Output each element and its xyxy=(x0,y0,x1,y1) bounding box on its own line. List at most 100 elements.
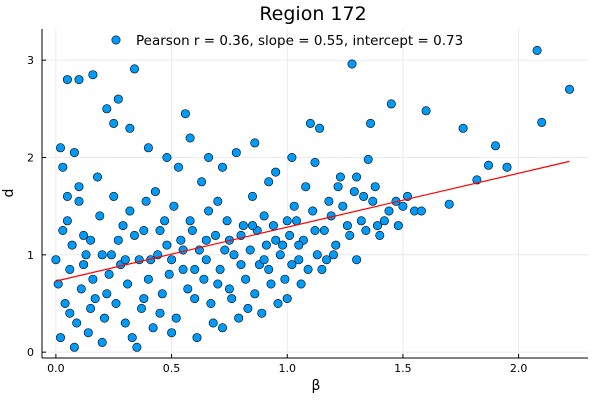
data-point xyxy=(259,255,269,265)
x-tick-label: 2.0 xyxy=(510,362,528,375)
data-point xyxy=(157,289,167,299)
data-point xyxy=(361,226,371,236)
data-point xyxy=(236,260,246,270)
data-point xyxy=(187,226,197,236)
data-point xyxy=(213,279,223,289)
data-point xyxy=(564,84,574,94)
data-point xyxy=(257,308,267,318)
data-point xyxy=(76,284,86,294)
data-point xyxy=(67,240,77,250)
data-point xyxy=(162,153,172,163)
data-point xyxy=(227,294,237,304)
data-point xyxy=(113,235,123,245)
data-point xyxy=(176,235,186,245)
y-axis-label: d xyxy=(1,189,17,198)
data-point xyxy=(201,255,211,265)
data-point xyxy=(296,279,306,289)
data-point xyxy=(206,298,216,308)
data-point xyxy=(86,303,96,313)
data-point xyxy=(178,245,188,255)
data-point xyxy=(294,240,304,250)
data-point xyxy=(421,106,431,116)
data-point xyxy=(201,235,211,245)
data-point xyxy=(143,143,153,153)
data-point xyxy=(324,196,334,206)
data-point xyxy=(287,260,297,270)
data-point xyxy=(65,264,75,274)
data-point xyxy=(109,118,119,128)
data-point xyxy=(199,274,209,284)
data-point xyxy=(86,235,96,245)
data-point xyxy=(69,342,79,352)
data-point xyxy=(271,167,281,177)
data-point xyxy=(141,196,151,206)
data-point xyxy=(113,94,123,104)
x-tick-label: 1.5 xyxy=(394,362,412,375)
data-point xyxy=(118,221,128,231)
data-point xyxy=(102,104,112,114)
data-points xyxy=(51,45,574,352)
data-point xyxy=(120,318,130,328)
data-point xyxy=(331,240,341,250)
data-point xyxy=(197,177,207,187)
legend-marker xyxy=(111,35,121,45)
data-point xyxy=(74,75,84,85)
data-point xyxy=(74,182,84,192)
x-tick-label: 1.0 xyxy=(278,362,296,375)
data-point xyxy=(162,240,172,250)
data-point xyxy=(285,230,295,240)
data-point xyxy=(79,230,89,240)
data-point xyxy=(245,245,255,255)
data-point xyxy=(393,221,403,231)
data-point xyxy=(109,191,119,201)
data-point xyxy=(208,318,218,328)
data-point xyxy=(65,308,75,318)
data-point xyxy=(190,294,200,304)
data-point xyxy=(537,117,547,127)
data-point xyxy=(60,298,70,308)
data-point xyxy=(224,284,234,294)
data-point xyxy=(532,45,542,55)
data-point xyxy=(458,123,468,133)
data-point xyxy=(271,235,281,245)
data-point xyxy=(483,160,493,170)
data-point xyxy=(342,221,352,231)
data-point xyxy=(289,201,299,211)
data-point xyxy=(375,230,385,240)
data-point xyxy=(261,240,271,250)
data-point xyxy=(220,245,230,255)
data-point xyxy=(338,201,348,211)
data-point xyxy=(287,153,297,163)
tick-labels: 0.0 0.5 1.0 1.5 2.0 0 1 2 3 xyxy=(27,54,527,375)
data-point xyxy=(83,328,93,338)
data-point xyxy=(310,157,320,167)
data-point xyxy=(218,323,228,333)
data-point xyxy=(322,255,332,265)
data-point xyxy=(88,274,98,284)
data-point xyxy=(93,172,103,182)
data-point xyxy=(62,216,72,226)
data-point xyxy=(69,148,79,158)
data-point xyxy=(280,274,290,284)
data-point xyxy=(155,226,165,236)
data-point xyxy=(192,333,202,343)
data-point xyxy=(356,216,366,226)
data-point xyxy=(74,196,84,206)
data-point xyxy=(55,143,65,153)
data-point xyxy=(130,64,140,74)
data-point xyxy=(319,226,329,236)
x-tick-label: 0.5 xyxy=(163,362,181,375)
data-point xyxy=(164,269,174,279)
data-point xyxy=(312,250,322,260)
data-point xyxy=(102,289,112,299)
data-point xyxy=(268,221,278,231)
data-point xyxy=(215,264,225,274)
data-point xyxy=(167,255,177,265)
data-point xyxy=(303,264,313,274)
data-point xyxy=(250,289,260,299)
data-point xyxy=(386,99,396,109)
data-point xyxy=(132,342,142,352)
data-point xyxy=(384,206,394,216)
data-point xyxy=(211,230,221,240)
